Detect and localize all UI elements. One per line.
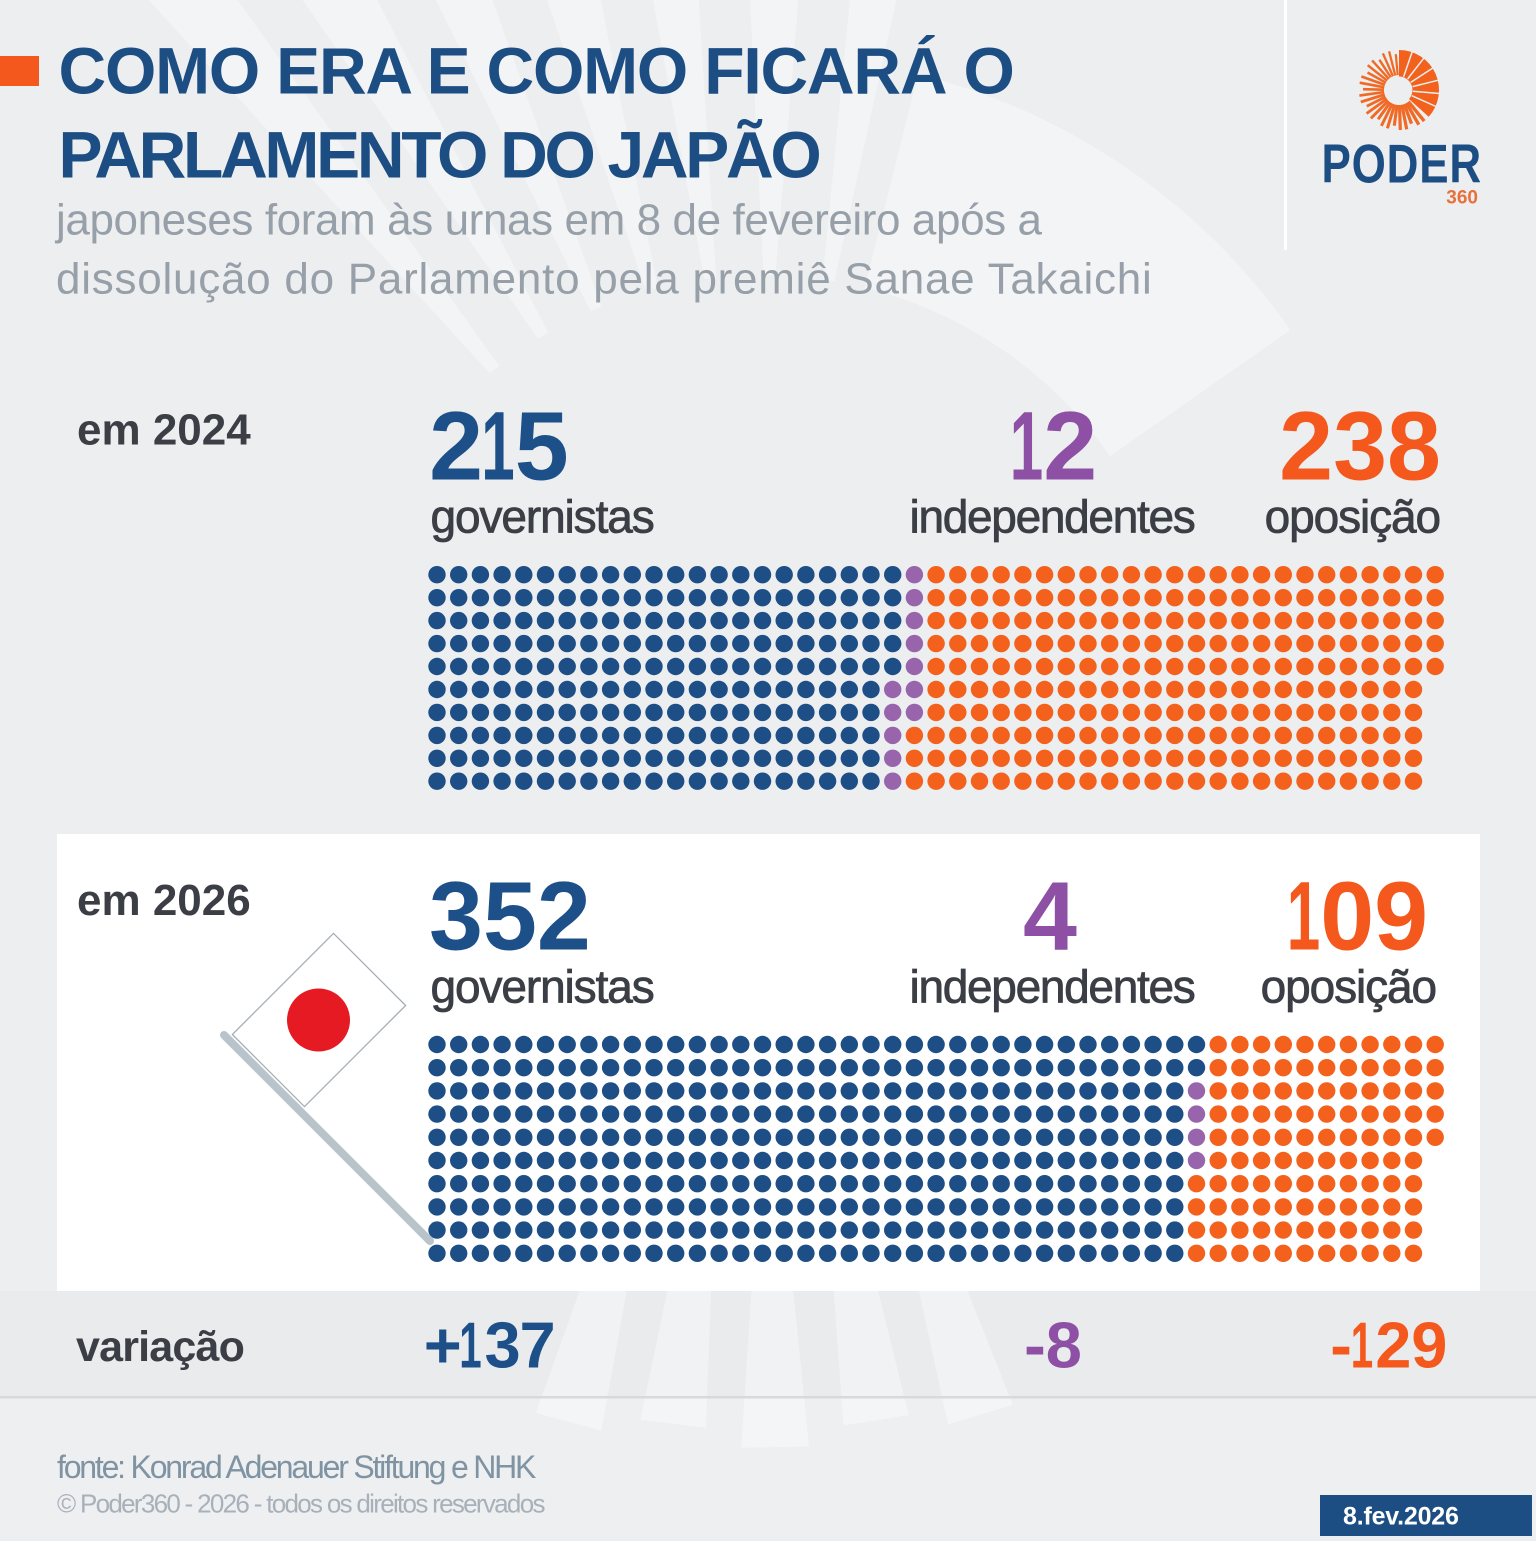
svg-text:9: 9 [1374, 862, 1428, 971]
svg-text:COMO ERA E COMO FICARÁ O: COMO ERA E COMO FICARÁ O [59, 34, 1014, 108]
svg-text:1: 1 [1351, 1310, 1373, 1382]
svg-text:em 2026: em 2026 [77, 876, 251, 925]
svg-text:1: 1 [459, 1310, 481, 1382]
svg-text:PODER: PODER [1322, 133, 1482, 195]
svg-text:3: 3 [485, 1309, 521, 1382]
svg-text:8.fev.2026: 8.fev.2026 [1343, 1503, 1459, 1531]
svg-text:9: 9 [1411, 1309, 1447, 1382]
svg-text:7: 7 [520, 1309, 556, 1382]
svg-text:© Poder360 - 2026 - todos os d: © Poder360 - 2026 - todos os direitos re… [57, 1489, 545, 1519]
svg-text:+: + [424, 1309, 462, 1382]
svg-text:1: 1 [481, 393, 514, 501]
svg-text:2: 2 [1375, 1309, 1411, 1382]
svg-text:2: 2 [1043, 392, 1097, 501]
svg-text:independentes: independentes [910, 961, 1195, 1013]
svg-text:dissolução do Parlamento pela: dissolução do Parlamento pela premiê San… [56, 254, 1153, 303]
svg-text:0: 0 [1320, 862, 1374, 971]
svg-text:independentes: independentes [910, 491, 1195, 543]
svg-text:238: 238 [1279, 392, 1441, 501]
svg-text:5: 5 [515, 392, 569, 501]
svg-text:-8: -8 [1024, 1309, 1082, 1382]
svg-text:1: 1 [1010, 393, 1043, 501]
svg-text:fonte: Konrad Adenauer Stiftun: fonte: Konrad Adenauer Stiftung e NHK [57, 1449, 536, 1485]
svg-text:governistas: governistas [431, 491, 654, 543]
svg-text:1: 1 [1287, 863, 1320, 971]
svg-text:-: - [1330, 1309, 1352, 1382]
svg-text:PARLAMENTO DO JAPÃO: PARLAMENTO DO JAPÃO [59, 118, 820, 192]
svg-text:oposição: oposição [1261, 961, 1436, 1013]
svg-text:governistas: governistas [431, 961, 654, 1013]
svg-text:japoneses foram às urnas em 8: japoneses foram às urnas em 8 de feverei… [54, 196, 1043, 245]
svg-text:4: 4 [1023, 862, 1077, 971]
svg-text:variação: variação [76, 1323, 244, 1371]
svg-text:2: 2 [429, 392, 483, 501]
svg-text:em 2024: em 2024 [77, 405, 251, 454]
svg-text:360: 360 [1446, 187, 1478, 208]
svg-text:oposição: oposição [1265, 491, 1440, 543]
svg-text:352: 352 [429, 862, 591, 971]
